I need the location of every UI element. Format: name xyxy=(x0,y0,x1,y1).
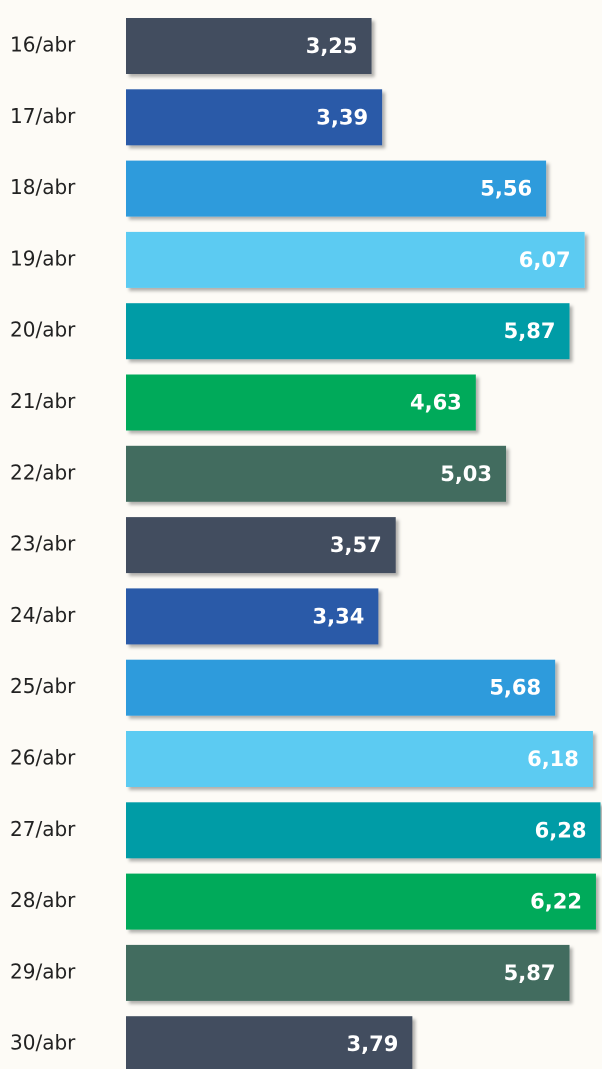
bar xyxy=(126,89,383,146)
category-label: 16/abr xyxy=(10,33,76,57)
category-label: 21/abr xyxy=(10,389,76,413)
value-label: 5,87 xyxy=(504,961,556,985)
bar xyxy=(126,445,507,502)
category-label: 19/abr xyxy=(10,246,76,270)
value-label: 6,07 xyxy=(519,248,571,272)
value-label: 3,39 xyxy=(316,105,368,129)
bar xyxy=(126,802,601,859)
bar xyxy=(126,303,570,360)
value-label: 5,87 xyxy=(504,319,556,343)
value-label: 3,79 xyxy=(347,1032,399,1056)
value-label: 3,25 xyxy=(306,34,358,58)
value-label: 6,22 xyxy=(530,890,582,914)
bar xyxy=(126,231,585,288)
bar xyxy=(126,1016,413,1069)
bar xyxy=(126,160,547,217)
value-label: 3,34 xyxy=(313,604,365,628)
category-label: 25/abr xyxy=(10,674,76,698)
value-label: 5,03 xyxy=(440,462,492,486)
bar xyxy=(126,659,556,716)
category-label: 26/abr xyxy=(10,746,76,770)
category-label: 24/abr xyxy=(10,603,76,627)
category-label: 28/abr xyxy=(10,888,76,912)
value-label: 5,68 xyxy=(489,676,541,700)
bar xyxy=(126,517,396,574)
category-label: 17/abr xyxy=(10,104,76,128)
bar xyxy=(126,374,476,431)
bar xyxy=(126,873,596,930)
bar xyxy=(126,944,570,1001)
bar xyxy=(126,18,372,74)
category-label: 20/abr xyxy=(10,318,76,342)
category-label: 18/abr xyxy=(10,175,76,199)
category-label: 23/abr xyxy=(10,532,76,556)
category-label: 30/abr xyxy=(10,1031,76,1055)
value-label: 6,18 xyxy=(527,747,579,771)
category-label: 27/abr xyxy=(10,817,76,841)
category-label: 22/abr xyxy=(10,460,76,484)
value-label: 3,57 xyxy=(330,533,382,557)
value-label: 4,63 xyxy=(410,391,462,415)
bar xyxy=(126,588,379,645)
value-label: 6,28 xyxy=(535,818,587,842)
category-label: 29/abr xyxy=(10,959,76,983)
value-label: 5,56 xyxy=(480,177,532,201)
bar xyxy=(126,731,593,787)
